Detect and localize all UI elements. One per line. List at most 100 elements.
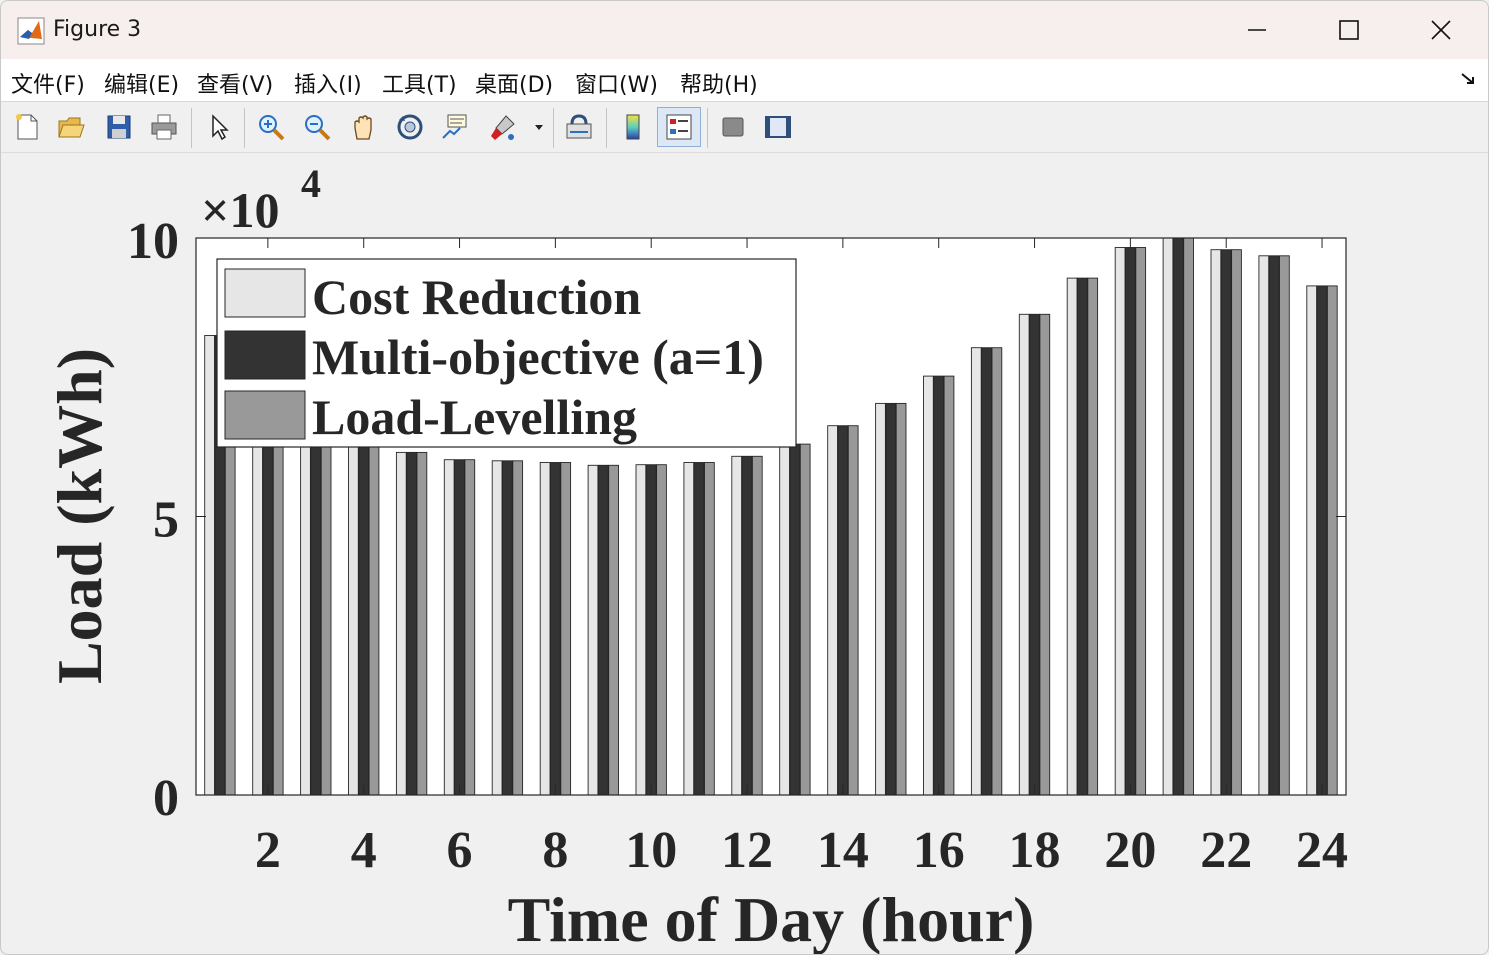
data-cursor-button[interactable] <box>437 109 473 145</box>
bar-hour-19-series-2 <box>1087 277 1099 796</box>
show-plot-tools-button[interactable] <box>760 109 796 145</box>
new-figure-button[interactable] <box>9 109 45 145</box>
bar-hour-9-series-1 <box>597 464 609 796</box>
rotate-3d-button[interactable] <box>392 109 428 145</box>
brush-icon <box>491 115 515 140</box>
bar-hour-22-series-2 <box>1231 249 1242 796</box>
bar-hour-24-series-1 <box>1316 285 1328 796</box>
colorbar-icon <box>626 114 640 140</box>
matlab-logo-icon <box>17 17 45 45</box>
bar-hour-21-series-1 <box>1172 237 1184 796</box>
brush-dropdown[interactable] <box>529 109 549 145</box>
y-tick-label: 0 <box>153 770 179 827</box>
print-button[interactable] <box>146 109 182 145</box>
zoom-in-button[interactable] <box>253 109 289 145</box>
hide-plot-tools-button[interactable] <box>715 109 751 145</box>
bar-hour-6-series-2 <box>464 459 476 796</box>
menu-file[interactable]: 文件(F) <box>11 73 85 98</box>
bar-hour-21-series-0 <box>1162 237 1174 796</box>
title-bar: Figure 3 <box>1 1 1488 59</box>
pointer-button[interactable] <box>201 109 237 145</box>
bar-hour-23-series-1 <box>1268 255 1280 796</box>
bar-hour-12-series-0 <box>731 455 743 796</box>
colorbar-button[interactable] <box>615 109 651 145</box>
bar-hour-7-series-1 <box>502 460 513 796</box>
bar-hour-9-series-0 <box>587 464 599 796</box>
x-tick-label: 12 <box>721 822 773 879</box>
menu-help[interactable]: 帮助(H) <box>680 73 758 98</box>
bar-hour-13-series-2 <box>799 443 811 796</box>
menu-view[interactable]: 查看(V) <box>197 73 274 98</box>
chevron-down-icon <box>535 125 543 130</box>
legend-box <box>216 258 797 448</box>
toolbar-separator <box>244 108 245 148</box>
x-tick-label: 18 <box>1009 822 1061 879</box>
zoom-out-button[interactable] <box>299 109 335 145</box>
bar-hour-16-series-2 <box>943 375 955 796</box>
legend-swatch-load-levelling <box>224 390 306 440</box>
legend-label-multi-objective: Multi-objective (a=1) <box>312 329 764 385</box>
toolbar-separator <box>707 108 708 148</box>
bar-hour-19-series-1 <box>1077 277 1088 796</box>
menu-tools[interactable]: 工具(T) <box>382 73 457 98</box>
bar-hour-16-series-0 <box>923 375 934 796</box>
x-tick-label: 20 <box>1104 822 1156 879</box>
bar-hour-9-series-2 <box>608 464 619 796</box>
bar-hour-11-series-2 <box>704 462 715 796</box>
save-button[interactable] <box>101 109 137 145</box>
bar-hour-18-series-2 <box>1039 313 1051 796</box>
bar-hour-22-series-0 <box>1210 249 1222 796</box>
maximize-button[interactable] <box>1303 1 1395 59</box>
window-title: Figure 3 <box>53 17 142 42</box>
y-exponent-power: 4 <box>301 161 321 206</box>
legend-label-cost-reduction: Cost Reduction <box>312 269 641 325</box>
open-file-button[interactable] <box>53 109 89 145</box>
bar-hour-12-series-2 <box>751 455 763 796</box>
bar-hour-3-series-2 <box>320 415 332 796</box>
bar-hour-11-series-0 <box>683 462 695 796</box>
legend-swatch-multi-objective <box>224 330 306 380</box>
bar-hour-15-series-0 <box>875 402 886 796</box>
minimize-button[interactable] <box>1211 1 1303 59</box>
bar-hour-16-series-1 <box>933 375 945 796</box>
bar-hour-5-series-0 <box>395 451 407 796</box>
rotate-3d-icon <box>397 114 423 140</box>
link-plot-button[interactable] <box>561 109 597 145</box>
axes-box <box>195 237 1347 796</box>
bar-hour-17-series-2 <box>991 347 1003 796</box>
pan-button[interactable] <box>346 109 382 145</box>
data-cursor-icon <box>442 114 467 139</box>
bar-hour-14-series-0 <box>827 425 838 796</box>
y-tick-label: 5 <box>153 492 179 549</box>
bar-hour-17-series-0 <box>970 347 982 796</box>
bar-hour-8-series-2 <box>560 462 572 796</box>
x-tick-label: 22 <box>1200 822 1252 879</box>
legend[interactable]: Cost Reduction Multi-objective (a=1) Loa… <box>216 258 797 448</box>
bar-hour-14-series-1 <box>837 425 849 796</box>
menu-desktop[interactable]: 桌面(D) <box>475 73 554 98</box>
toolbar-separator <box>553 108 554 148</box>
legend-icon <box>666 114 692 140</box>
toolbar-separator <box>191 108 192 148</box>
brush-button[interactable] <box>485 109 521 145</box>
bar-hour-20-series-1 <box>1125 247 1136 796</box>
menu-window[interactable]: 窗口(W) <box>575 73 658 98</box>
link-plot-icon <box>566 114 592 139</box>
bar-hour-4-series-0 <box>348 443 359 796</box>
menu-edit[interactable]: 编辑(E) <box>104 73 180 98</box>
x-tick-label: 6 <box>447 822 473 879</box>
bar-hour-22-series-1 <box>1220 249 1232 796</box>
figure-toolbar <box>1 102 1488 153</box>
bar-hour-7-series-0 <box>491 460 503 796</box>
legend-button[interactable] <box>657 107 701 147</box>
dock-arrow-icon[interactable] <box>1458 69 1478 89</box>
close-icon <box>1431 20 1451 40</box>
bar-hour-21-series-2 <box>1183 237 1194 796</box>
bar-hour-10-series-1 <box>645 464 657 796</box>
hide-plot-tools-icon <box>722 117 744 137</box>
toolbar-separator <box>606 108 607 148</box>
menu-insert[interactable]: 插入(I) <box>294 73 362 98</box>
close-button[interactable] <box>1395 1 1487 59</box>
legend-label-load-levelling: Load-Levelling <box>312 389 637 445</box>
